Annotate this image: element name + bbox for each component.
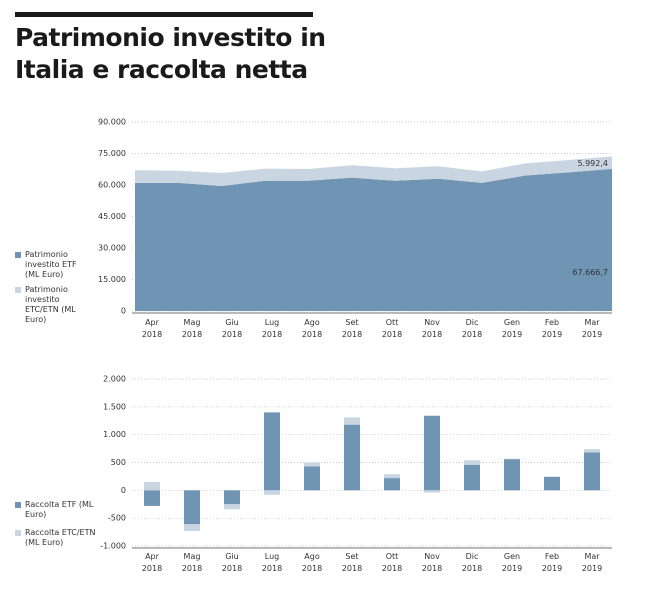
y-tick-label: 0 bbox=[121, 486, 126, 495]
x-tick-label: Apr 2018 bbox=[142, 318, 162, 339]
x-tick-label: Dic 2018 bbox=[462, 318, 482, 339]
value-label: 67.666,7 bbox=[572, 268, 608, 277]
bar bbox=[384, 478, 400, 491]
bar bbox=[424, 415, 440, 491]
y-tick-label: 0 bbox=[121, 307, 126, 316]
x-tick-label: Set 2018 bbox=[342, 318, 362, 339]
bar bbox=[144, 490, 160, 506]
bar bbox=[584, 449, 600, 453]
bar bbox=[264, 490, 280, 495]
y-tick-label: 15.000 bbox=[98, 275, 126, 284]
bar bbox=[224, 504, 240, 510]
bar bbox=[224, 490, 240, 505]
y-tick-label: -1.000 bbox=[100, 542, 126, 551]
x-tick-label: Mag 2018 bbox=[182, 552, 202, 573]
bar bbox=[504, 458, 520, 460]
x-tick-label: Ago 2018 bbox=[302, 318, 322, 339]
bar bbox=[144, 481, 160, 491]
area bbox=[135, 156, 612, 187]
x-tick-label: Giu 2018 bbox=[222, 318, 242, 339]
bar bbox=[584, 452, 600, 491]
bar bbox=[544, 476, 560, 477]
x-tick-label: Mag 2018 bbox=[182, 318, 202, 339]
y-tick-label: 45.000 bbox=[98, 212, 126, 221]
bar bbox=[504, 459, 520, 491]
y-tick-label: 90.000 bbox=[98, 118, 126, 127]
x-tick-label: Dic 2018 bbox=[462, 552, 482, 573]
bar bbox=[424, 490, 440, 493]
x-tick-label: Ago 2018 bbox=[302, 552, 322, 573]
legend-item: Patrimonio investito ETF (ML Euro) bbox=[15, 250, 89, 280]
legend-swatch bbox=[15, 530, 21, 536]
bar bbox=[184, 524, 200, 531]
bar bbox=[304, 466, 320, 491]
bar bbox=[184, 490, 200, 525]
legend-item: Raccolta ETF (ML Euro) bbox=[15, 500, 101, 520]
x-tick-label: Nov 2018 bbox=[422, 318, 442, 339]
bar bbox=[304, 462, 320, 467]
y-tick-label: 2.000 bbox=[103, 375, 126, 384]
legend-swatch bbox=[15, 502, 21, 508]
x-tick-label: Feb 2019 bbox=[542, 318, 562, 339]
x-tick-label: Lug 2018 bbox=[262, 552, 282, 573]
bar bbox=[264, 412, 280, 491]
x-tick-label: Nov 2018 bbox=[422, 552, 442, 573]
y-tick-label: 60.000 bbox=[98, 181, 126, 190]
value-label: 5.992,4 bbox=[577, 159, 608, 168]
bar bbox=[464, 464, 480, 491]
y-tick-label: -500 bbox=[108, 514, 126, 523]
legend-label: Patrimonio investito ETC/ETN (ML Euro) bbox=[25, 285, 76, 324]
x-tick-label: Ott 2018 bbox=[382, 318, 402, 339]
legend-item: Patrimonio investito ETC/ETN (ML Euro) bbox=[15, 285, 89, 325]
bar bbox=[384, 474, 400, 479]
legend-swatch bbox=[15, 252, 21, 258]
x-tick-label: Giu 2018 bbox=[222, 552, 242, 573]
bar bbox=[544, 476, 560, 491]
top-rule bbox=[15, 12, 313, 17]
legend-item: Raccolta ETC/ETN (ML Euro) bbox=[15, 528, 101, 548]
x-tick-label: Lug 2018 bbox=[262, 318, 282, 339]
y-tick-label: 1.500 bbox=[103, 402, 126, 411]
legend-swatch bbox=[15, 287, 21, 293]
y-tick-label: 500 bbox=[111, 458, 126, 467]
x-tick-label: Mar 2019 bbox=[582, 318, 602, 339]
y-tick-label: 1.000 bbox=[103, 430, 126, 439]
legend-label: Raccolta ETF (ML Euro) bbox=[25, 500, 94, 519]
x-tick-label: Mar 2019 bbox=[582, 552, 602, 573]
area bbox=[135, 168, 612, 311]
x-tick-label: Apr 2018 bbox=[142, 552, 162, 573]
x-tick-label: Set 2018 bbox=[342, 552, 362, 573]
bar bbox=[344, 417, 360, 425]
legend-label: Raccolta ETC/ETN (ML Euro) bbox=[25, 528, 96, 547]
x-tick-label: Feb 2019 bbox=[542, 552, 562, 573]
x-tick-label: Gen 2019 bbox=[502, 552, 522, 573]
x-tick-label: Gen 2019 bbox=[502, 318, 522, 339]
bar bbox=[344, 424, 360, 491]
legend-label: Patrimonio investito ETF (ML Euro) bbox=[25, 250, 77, 279]
x-tick-label: Ott 2018 bbox=[382, 552, 402, 573]
bar bbox=[464, 460, 480, 465]
title: Patrimonio investito in Italia e raccolt… bbox=[15, 23, 326, 84]
y-tick-label: 30.000 bbox=[98, 244, 126, 253]
y-tick-label: 75.000 bbox=[98, 149, 126, 158]
